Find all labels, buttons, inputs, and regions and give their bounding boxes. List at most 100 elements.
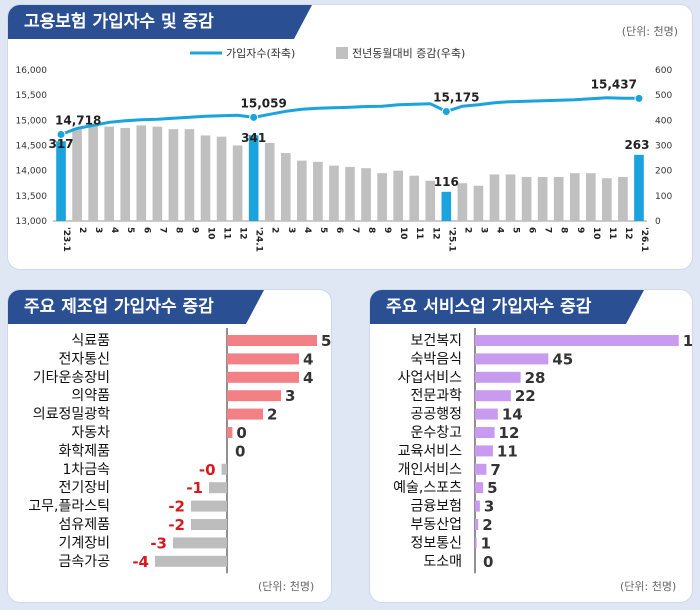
bar [475, 390, 511, 402]
left-axis-tick: 14,000 [16, 167, 48, 177]
x-tick-label: 5 [318, 227, 328, 233]
bar [585, 173, 596, 221]
bar [345, 166, 355, 221]
category-label: 의약품 [71, 388, 110, 404]
bar [553, 176, 564, 221]
x-tick-label: 5 [511, 227, 521, 233]
manufacturing-unit: (단위: 천명) [258, 580, 315, 593]
left-axis-tick: 13,500 [16, 192, 48, 202]
category-label: 섬유제품 [58, 517, 110, 533]
bar [173, 537, 227, 549]
value-label: 4 [303, 369, 313, 387]
category-label: 개인서비스 [398, 462, 463, 478]
value-label: 45 [552, 350, 573, 368]
value-label: 14 [502, 406, 523, 424]
x-tick-label: 9 [382, 227, 392, 233]
services-panel: 주요 서비스업 가입자수 증감 보건복지125숙박음식45사업서비스28전문과학… [370, 290, 692, 602]
x-tick-label: '25.1 [446, 227, 456, 252]
services-chart: 보건복지125숙박음식45사업서비스28전문과학22공공행정14운수창고12교육… [393, 328, 692, 574]
category-label: 도소매 [423, 554, 462, 570]
bar [221, 463, 227, 475]
x-tick-label: 4 [109, 227, 119, 233]
x-tick-label: 2 [77, 227, 87, 233]
x-tick-label: 9 [575, 227, 585, 233]
category-label: 전기장비 [58, 480, 110, 496]
value-label: -2 [168, 498, 185, 516]
bar [473, 185, 484, 221]
bar-value-label: 341 [241, 131, 266, 145]
bar [227, 408, 263, 420]
bar [216, 136, 227, 221]
x-tick-label: 11 [607, 227, 617, 240]
line-value-label: 15,059 [241, 96, 287, 110]
bar [72, 127, 82, 221]
value-label: 3 [484, 498, 494, 516]
bar [602, 178, 612, 221]
bar [537, 176, 548, 221]
bar [56, 141, 66, 221]
category-label: 기타운송장비 [33, 370, 110, 386]
value-label: 0 [236, 424, 246, 442]
bar [441, 191, 452, 221]
line-point [634, 93, 644, 103]
bar [475, 482, 484, 494]
bar [227, 335, 317, 346]
bar [232, 145, 243, 221]
value-label: -4 [132, 553, 149, 571]
value-label: 2 [267, 406, 277, 424]
category-label: 식료품 [71, 333, 110, 349]
services-title: 주요 서비스업 가입자수 증감 [370, 290, 644, 324]
x-tick-label: 6 [527, 227, 537, 233]
x-tick-label: 8 [366, 227, 376, 233]
right-axis-tick: 500 [655, 91, 672, 101]
category-label: 사업서비스 [398, 370, 463, 386]
manufacturing-title: 주요 제조업 가입자수 증감 [8, 290, 264, 324]
category-label: 1차금속 [62, 462, 110, 478]
value-label: 5 [321, 332, 331, 350]
legend-line-label: 가입자수(좌축) [226, 47, 295, 60]
top-unit: (단위: 천명) [621, 25, 678, 38]
bar [191, 519, 227, 530]
category-label: 숙박음식 [410, 351, 462, 367]
bar [475, 371, 521, 383]
line-value-label: 14,718 [55, 114, 101, 128]
bar-value-label: 317 [48, 137, 73, 151]
bar-value-label: 116 [434, 175, 459, 189]
legend-bar-label: 전년동월대비 증감(우축) [352, 47, 465, 60]
bar [475, 500, 480, 512]
bar [227, 371, 299, 383]
manufacturing-chart: 식료품 5 전자통신 4 기타운송장비 4 의약품 3 의료정밀광학 2 자동차 0 화학제품 0 1차금속… [28, 328, 331, 574]
x-tick-label: 7 [350, 227, 360, 233]
x-tick-label: 10 [206, 227, 216, 240]
category-label: 예술,스포츠 [393, 480, 462, 496]
bar [104, 126, 115, 221]
right-axis-tick: 300 [655, 142, 672, 152]
bar [361, 168, 371, 221]
bar [227, 427, 233, 438]
left-axis-tick: 15,000 [16, 116, 48, 126]
legend-bar-swatch [336, 47, 348, 59]
bar [152, 126, 163, 221]
bar [475, 427, 495, 438]
x-tick-label: 2 [270, 227, 280, 233]
x-tick-label: 3 [93, 227, 103, 233]
bar [168, 129, 179, 221]
right-axis-tick: 100 [655, 192, 672, 202]
category-label: 전문과학 [410, 388, 462, 404]
bar [227, 390, 281, 402]
category-label: 전자통신 [58, 351, 110, 367]
bar [280, 153, 291, 221]
line-point [249, 112, 259, 122]
bar [457, 183, 468, 221]
bar [475, 353, 549, 365]
bar [475, 463, 487, 475]
top-chart: 가입자수(좌축) 전년동월대비 증감(우축) 13,000 13,500 14,000 1… [16, 47, 672, 252]
x-tick-label: 6 [141, 227, 151, 233]
value-label: 1 [481, 534, 491, 552]
bar [475, 519, 479, 530]
bar [297, 160, 307, 221]
bar [329, 165, 339, 221]
value-label: 125 [683, 332, 692, 350]
line-point [441, 107, 451, 117]
bar [475, 445, 493, 457]
